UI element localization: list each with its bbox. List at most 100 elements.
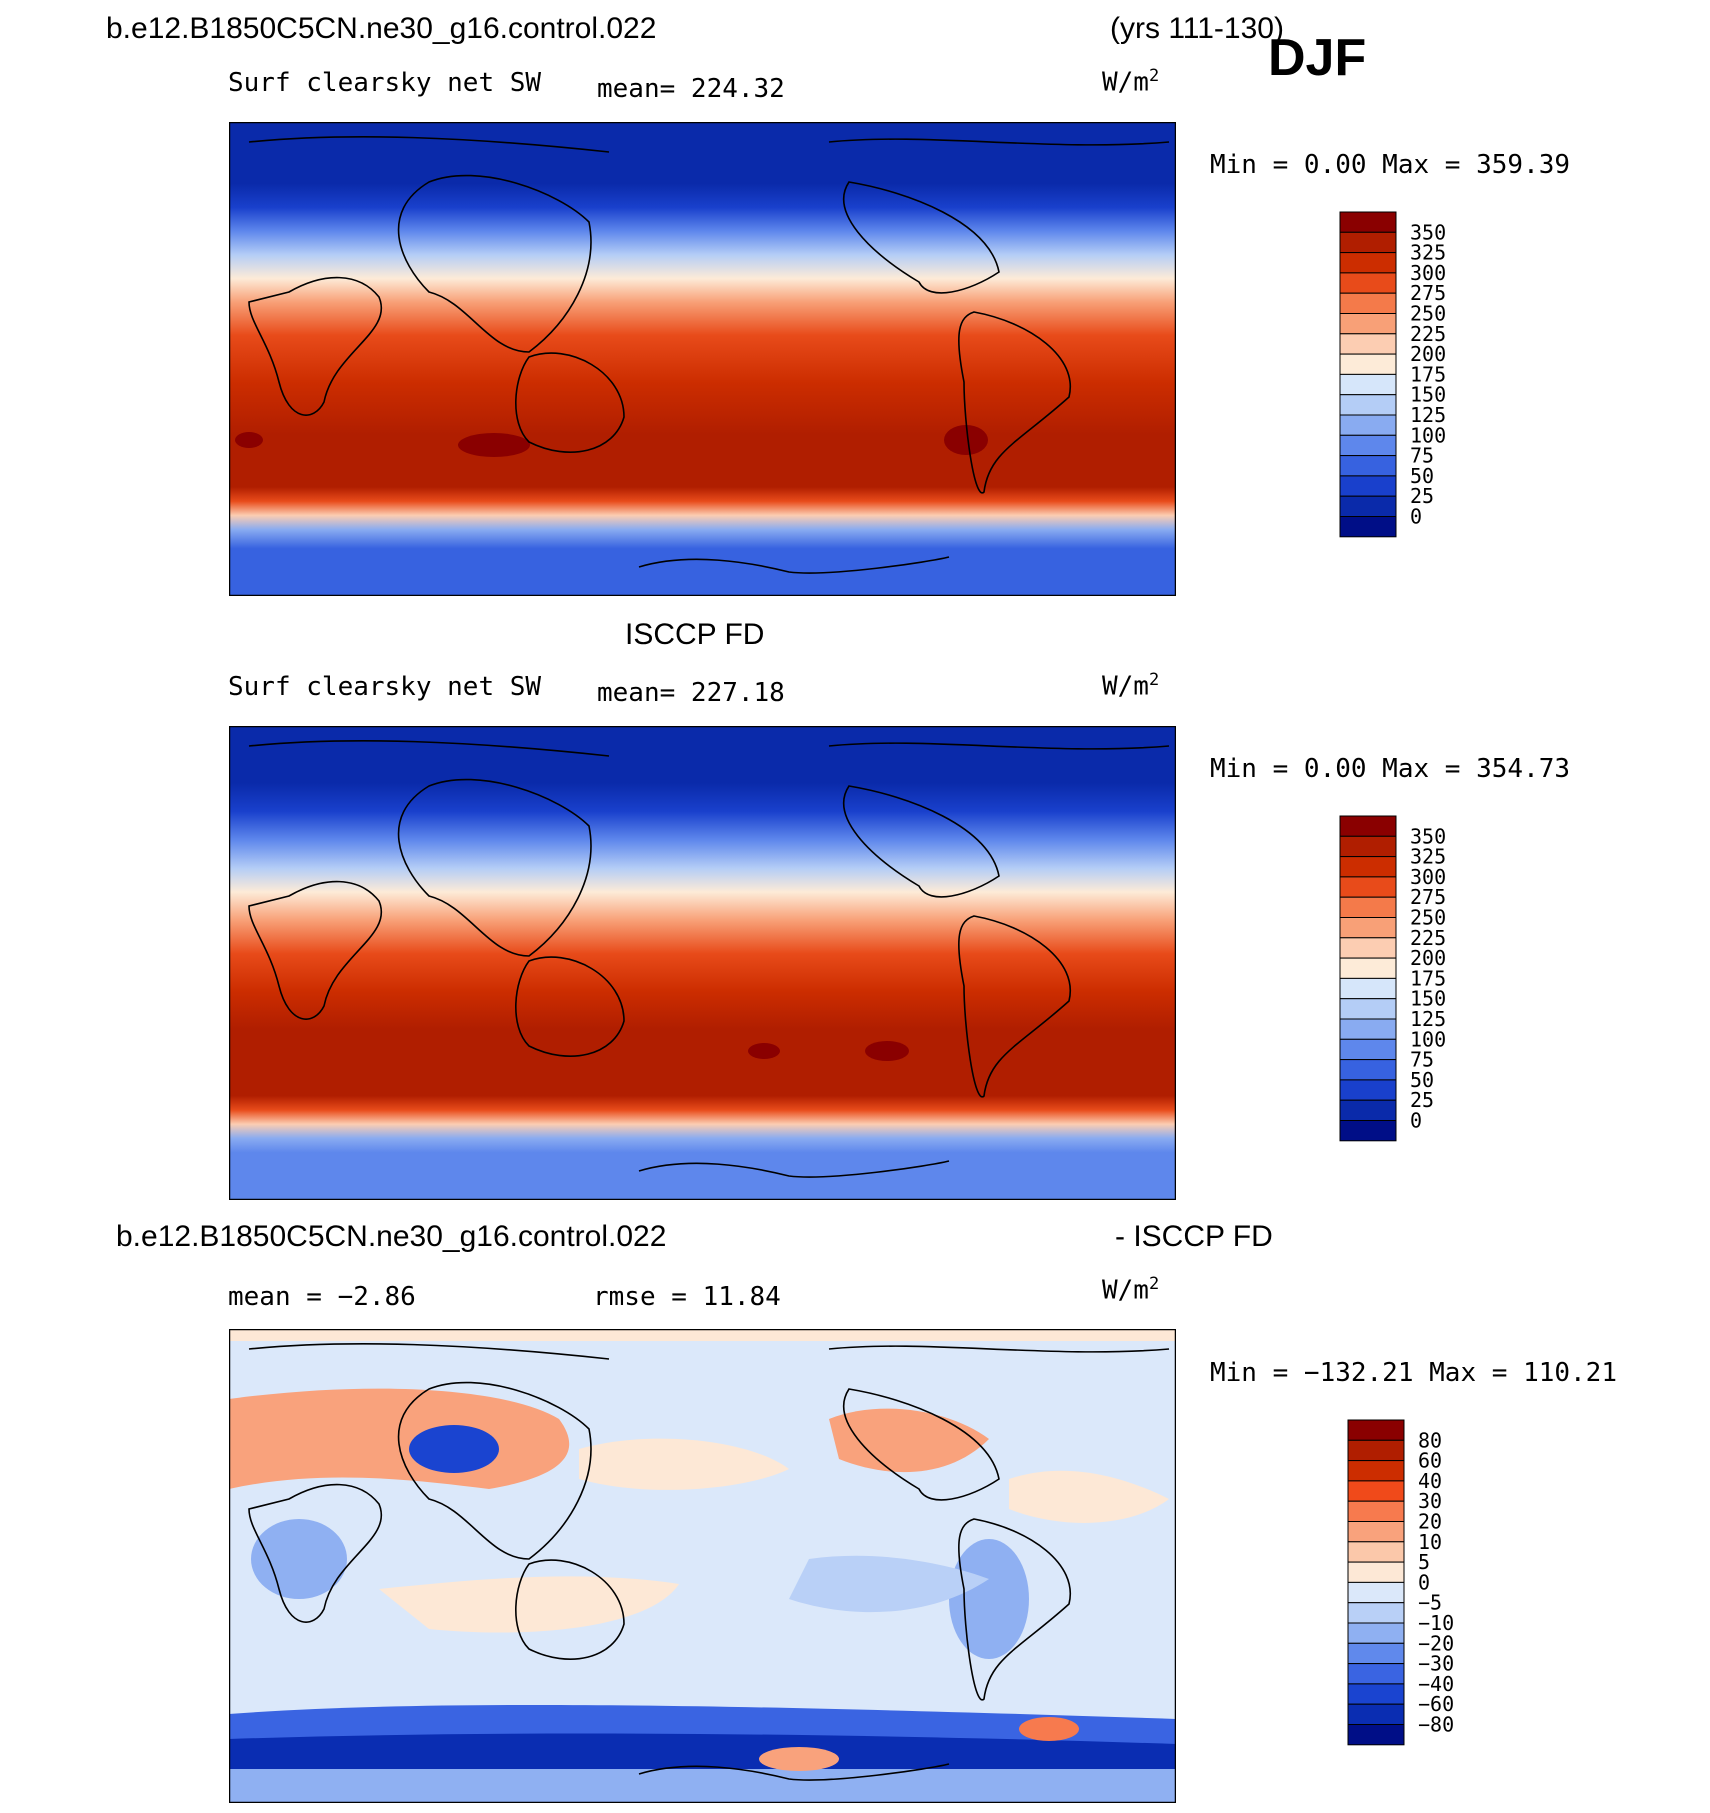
panel2-units: W/m2	[1102, 670, 1160, 702]
colorbar-label: 250	[1410, 302, 1446, 326]
colorbar-box	[1339, 434, 1397, 457]
panel1-colorbar: 350 325 300 275 250 225 200 175 150 125 100 75 50 25 0	[1339, 211, 1540, 538]
colorbar-box	[1347, 1439, 1405, 1462]
panel3-title-left: b.e12.B1850C5CN.ne30_g16.control.022	[116, 1220, 667, 1253]
colorbar-box	[1347, 1480, 1405, 1502]
colorbar-label: 350	[1410, 824, 1446, 848]
colorbar-label: 150	[1410, 383, 1446, 407]
colorbar-label: −60	[1418, 1692, 1454, 1716]
colorbar-box	[1339, 1038, 1397, 1061]
colorbar-box	[1339, 977, 1397, 1000]
colorbar-box	[1339, 1059, 1397, 1081]
colorbar-box	[1347, 1561, 1405, 1583]
colorbar-box	[1347, 1460, 1405, 1482]
colorbar-label: 80	[1418, 1428, 1442, 1452]
colorbar-label: 50	[1410, 464, 1434, 488]
panel2-mean: mean= 227.18	[597, 678, 785, 708]
colorbar-box	[1339, 272, 1397, 294]
colorbar-box	[1339, 231, 1397, 254]
colorbar-box	[1339, 292, 1397, 314]
colorbar-label: −80	[1418, 1713, 1454, 1737]
panel2-map	[229, 726, 1176, 1200]
colorbar-box	[1347, 1703, 1405, 1726]
colorbar-box	[1347, 1541, 1405, 1563]
colorbar-box	[1339, 998, 1397, 1020]
case-title: b.e12.B1850C5CN.ne30_g16.control.022	[106, 12, 657, 45]
colorbar-label: 25	[1410, 484, 1434, 508]
colorbar-box	[1339, 957, 1397, 979]
colorbar-label: 300	[1410, 261, 1446, 285]
colorbar-box	[1339, 333, 1397, 355]
panel1-minmax: Min = 0.00 Max = 359.39	[1210, 150, 1571, 180]
colorbar-box	[1339, 896, 1397, 918]
colorbar-box	[1347, 1521, 1405, 1543]
colorbar-label: 75	[1410, 444, 1434, 468]
colorbar-box	[1347, 1419, 1405, 1441]
colorbar-label: 225	[1410, 322, 1446, 346]
colorbar-label: −40	[1418, 1672, 1454, 1696]
panel2-variable: Surf clearsky net SW	[228, 672, 542, 702]
panel3-rmse: rmse = 11.84	[593, 1282, 781, 1312]
colorbar-label: 50	[1410, 1068, 1434, 1092]
panel2-title: ISCCP FD	[625, 618, 765, 651]
colorbar-label: −5	[1418, 1591, 1442, 1615]
colorbar-box	[1347, 1500, 1405, 1522]
colorbar-label: 200	[1410, 342, 1446, 366]
colorbar-box	[1339, 876, 1397, 898]
colorbar-label: 350	[1410, 220, 1446, 244]
season-label: DJF	[1268, 29, 1367, 87]
coastlines	[248, 135, 1170, 574]
colorbar-label: 300	[1410, 865, 1446, 889]
colorbar-label: 100	[1410, 423, 1446, 447]
colorbar-box	[1339, 1079, 1397, 1101]
panel3-title-right: - ISCCP FD	[1115, 1220, 1273, 1253]
colorbar-label: 25	[1410, 1088, 1434, 1112]
colorbar-box	[1339, 475, 1397, 497]
colorbar-label: 60	[1418, 1449, 1442, 1473]
colorbar-box	[1339, 455, 1397, 477]
colorbar-label: −20	[1418, 1631, 1454, 1655]
panel3-minmax: Min = −132.21 Max = 110.21	[1210, 1358, 1617, 1388]
colorbar-box	[1339, 495, 1397, 518]
panel3-mean: mean = −2.86	[228, 1282, 416, 1312]
coastlines	[248, 739, 1170, 1178]
colorbar-box	[1347, 1663, 1405, 1685]
colorbar-box	[1339, 856, 1397, 878]
panel3-map	[229, 1329, 1176, 1803]
colorbar-label: 0	[1410, 1109, 1422, 1133]
colorbar-label: 100	[1410, 1027, 1446, 1051]
colorbar-box	[1347, 1602, 1405, 1624]
colorbar-box	[1339, 1018, 1397, 1040]
years-label: (yrs 111-130)	[1110, 12, 1284, 45]
colorbar-label: −10	[1418, 1611, 1454, 1635]
colorbar-label: −30	[1418, 1652, 1454, 1676]
colorbar-box	[1339, 516, 1397, 538]
panel1-map	[229, 122, 1176, 596]
colorbar-box	[1339, 313, 1397, 335]
colorbar-label: 175	[1410, 362, 1446, 386]
colorbar-box	[1347, 1642, 1405, 1665]
colorbar-label: 125	[1410, 403, 1446, 427]
panel3-colorbar: 80 60 40 30 20 10 5 0 −5 −10 −20 −30 −40 −60 −80	[1347, 1419, 1548, 1746]
colorbar-box	[1339, 937, 1397, 959]
panel1-mean: mean= 224.32	[597, 74, 785, 104]
colorbar-label: 150	[1410, 987, 1446, 1011]
colorbar-label: 325	[1410, 845, 1446, 869]
colorbar-box	[1339, 835, 1397, 858]
colorbar-label: 0	[1418, 1570, 1430, 1594]
colorbar-label: 30	[1418, 1489, 1442, 1513]
colorbar-label: 10	[1418, 1530, 1442, 1554]
colorbar-label: 40	[1418, 1469, 1442, 1493]
panel2-colorbar: 350 325 300 275 250 225 200 175 150 125 100 75 50 25 0	[1339, 815, 1540, 1142]
colorbar-label: 0	[1410, 505, 1422, 529]
colorbar-label: 200	[1410, 946, 1446, 970]
colorbar-label: 275	[1410, 281, 1446, 305]
panel2-minmax: Min = 0.00 Max = 354.73	[1210, 754, 1571, 784]
panel3-units: W/m2	[1102, 1274, 1160, 1306]
panel1-variable: Surf clearsky net SW	[228, 68, 542, 98]
colorbar-label: 250	[1410, 906, 1446, 930]
colorbar-box	[1339, 917, 1397, 939]
colorbar-label: 275	[1410, 885, 1446, 909]
colorbar-box	[1347, 1622, 1405, 1644]
colorbar-box	[1339, 252, 1397, 274]
